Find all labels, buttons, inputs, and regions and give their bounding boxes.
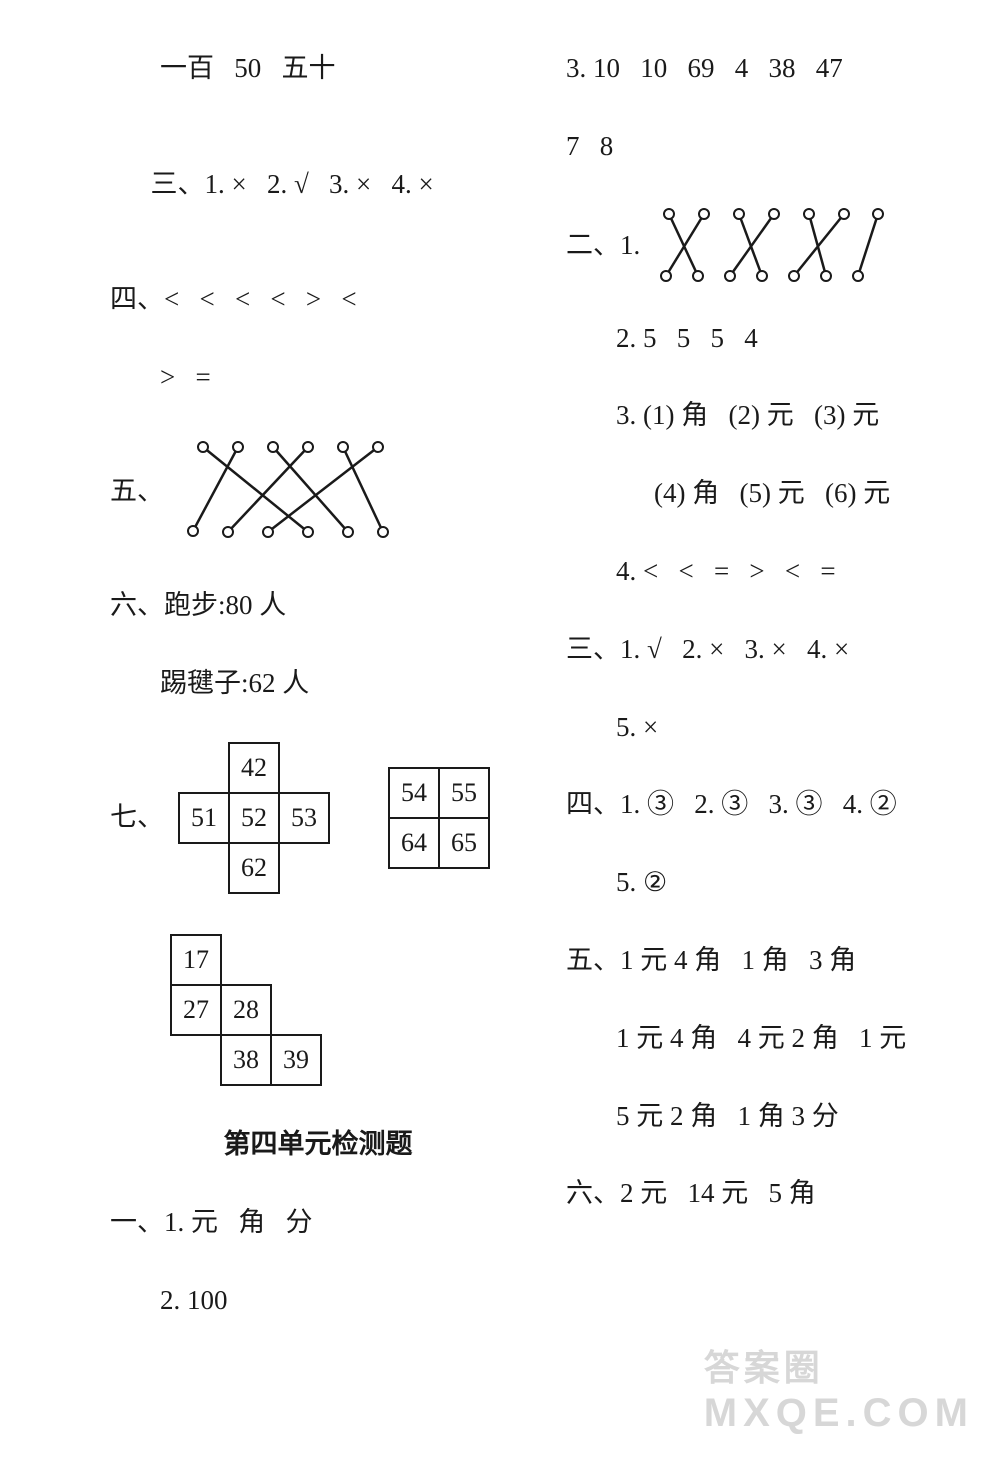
grid-cell: 27 xyxy=(171,985,221,1035)
line-si-b: > = xyxy=(110,359,526,397)
matching-diagram-2 xyxy=(654,206,884,286)
grid-cell xyxy=(179,743,229,793)
label-wu: 五、 xyxy=(110,473,164,511)
label-er: 二、1. xyxy=(566,227,640,265)
r-line-3a: 3. (1) 角 (2) 元 (3) 元 xyxy=(566,397,982,435)
grid-cell: 28 xyxy=(221,985,271,1035)
r-line-7a: 五、1 元 4 角 1 角 3 角 xyxy=(566,942,982,980)
grid-cell: 52 xyxy=(229,793,279,843)
page-root: 一百 50 五十 三、1. × 2. √ 3. × 4. × 四、< < < <… xyxy=(0,0,1000,1458)
line-liu-b: 踢毽子:62 人 xyxy=(110,665,526,703)
r-line-1: 3. 10 10 69 4 38 47 xyxy=(566,50,982,88)
right-column: 3. 10 10 69 4 38 47 7 8 二、1. 2. 5 5 5 4 … xyxy=(566,50,982,1418)
grid-cell xyxy=(221,935,271,985)
grid-cell xyxy=(271,935,321,985)
text: 三、1. × 2. √ 3. × 4. × xyxy=(151,169,434,199)
r-line-7b: 1 元 4 角 4 元 2 角 1 元 xyxy=(566,1020,982,1058)
r-line-2b: 2. 5 5 5 4 xyxy=(566,320,982,358)
grid-cell: 64 xyxy=(389,818,439,868)
grid-cell: 54 xyxy=(389,768,439,818)
grid-cell xyxy=(271,985,321,1035)
grid-cell xyxy=(279,743,329,793)
r-line-8: 六、2 元 14 元 5 角 xyxy=(566,1175,982,1213)
grid-cell: 55 xyxy=(439,768,489,818)
grid-step: 1727283839 xyxy=(170,934,322,1086)
r-line-1b: 7 8 xyxy=(566,128,982,166)
r-line-5b: 5. × xyxy=(566,709,982,747)
r-line-6a: 四、1. ③ 2. ③ 3. ③ 4. ② xyxy=(566,786,982,824)
unit4-line-1: 一、1. 元 角 分 xyxy=(110,1204,526,1242)
grid-cell: 53 xyxy=(279,793,329,843)
grid-2x2: 54556465 xyxy=(388,767,490,869)
grid-cell: 51 xyxy=(179,793,229,843)
left-column: 一百 50 五十 三、1. × 2. √ 3. × 4. × 四、< < < <… xyxy=(110,50,526,1418)
r-line-6b: 5. ② xyxy=(566,864,982,902)
r-line-3b: (4) 角 (5) 元 (6) 元 xyxy=(566,475,982,513)
grid-cell: 39 xyxy=(271,1035,321,1085)
line-san: 三、1. × 2. √ 3. × 4. × xyxy=(110,128,526,241)
grid-cell: 42 xyxy=(229,743,279,793)
section-qi: 七、 4251525362 54556465 xyxy=(110,742,526,894)
grid-cell xyxy=(279,843,329,893)
grid-cell xyxy=(171,1035,221,1085)
grid-cell: 38 xyxy=(221,1035,271,1085)
watermark-en: MXQE.COM xyxy=(704,1391,974,1435)
r-line-7c: 5 元 2 角 1 角 3 分 xyxy=(566,1098,982,1136)
r-line-4: 4. < < = > < = xyxy=(566,553,982,591)
unit4-line-2: 2. 100 xyxy=(110,1282,526,1320)
grid-cell xyxy=(179,843,229,893)
label-qi: 七、 xyxy=(110,799,164,837)
matching-diagram-5 xyxy=(178,437,398,547)
section-wu: 五、 xyxy=(110,437,526,547)
section-er: 二、1. xyxy=(566,206,982,286)
grid-cell: 62 xyxy=(229,843,279,893)
grid-cell: 65 xyxy=(439,818,489,868)
r-line-5a: 三、1. √ 2. × 3. × 4. × xyxy=(566,631,982,669)
watermark: 答案圈 MXQE.COM xyxy=(704,1339,974,1436)
line-si: 四、< < < < > < xyxy=(110,281,526,319)
grid-cross: 4251525362 xyxy=(178,742,330,894)
line-liu-a: 六、跑步:80 人 xyxy=(110,587,526,625)
watermark-cn: 答案圈 xyxy=(704,1347,824,1388)
line-1: 一百 50 五十 xyxy=(110,50,526,88)
unit4-title: 第四单元检测题 xyxy=(110,1126,526,1164)
grid-cell: 17 xyxy=(171,935,221,985)
grid-step-wrap: 1727283839 xyxy=(110,934,526,1086)
